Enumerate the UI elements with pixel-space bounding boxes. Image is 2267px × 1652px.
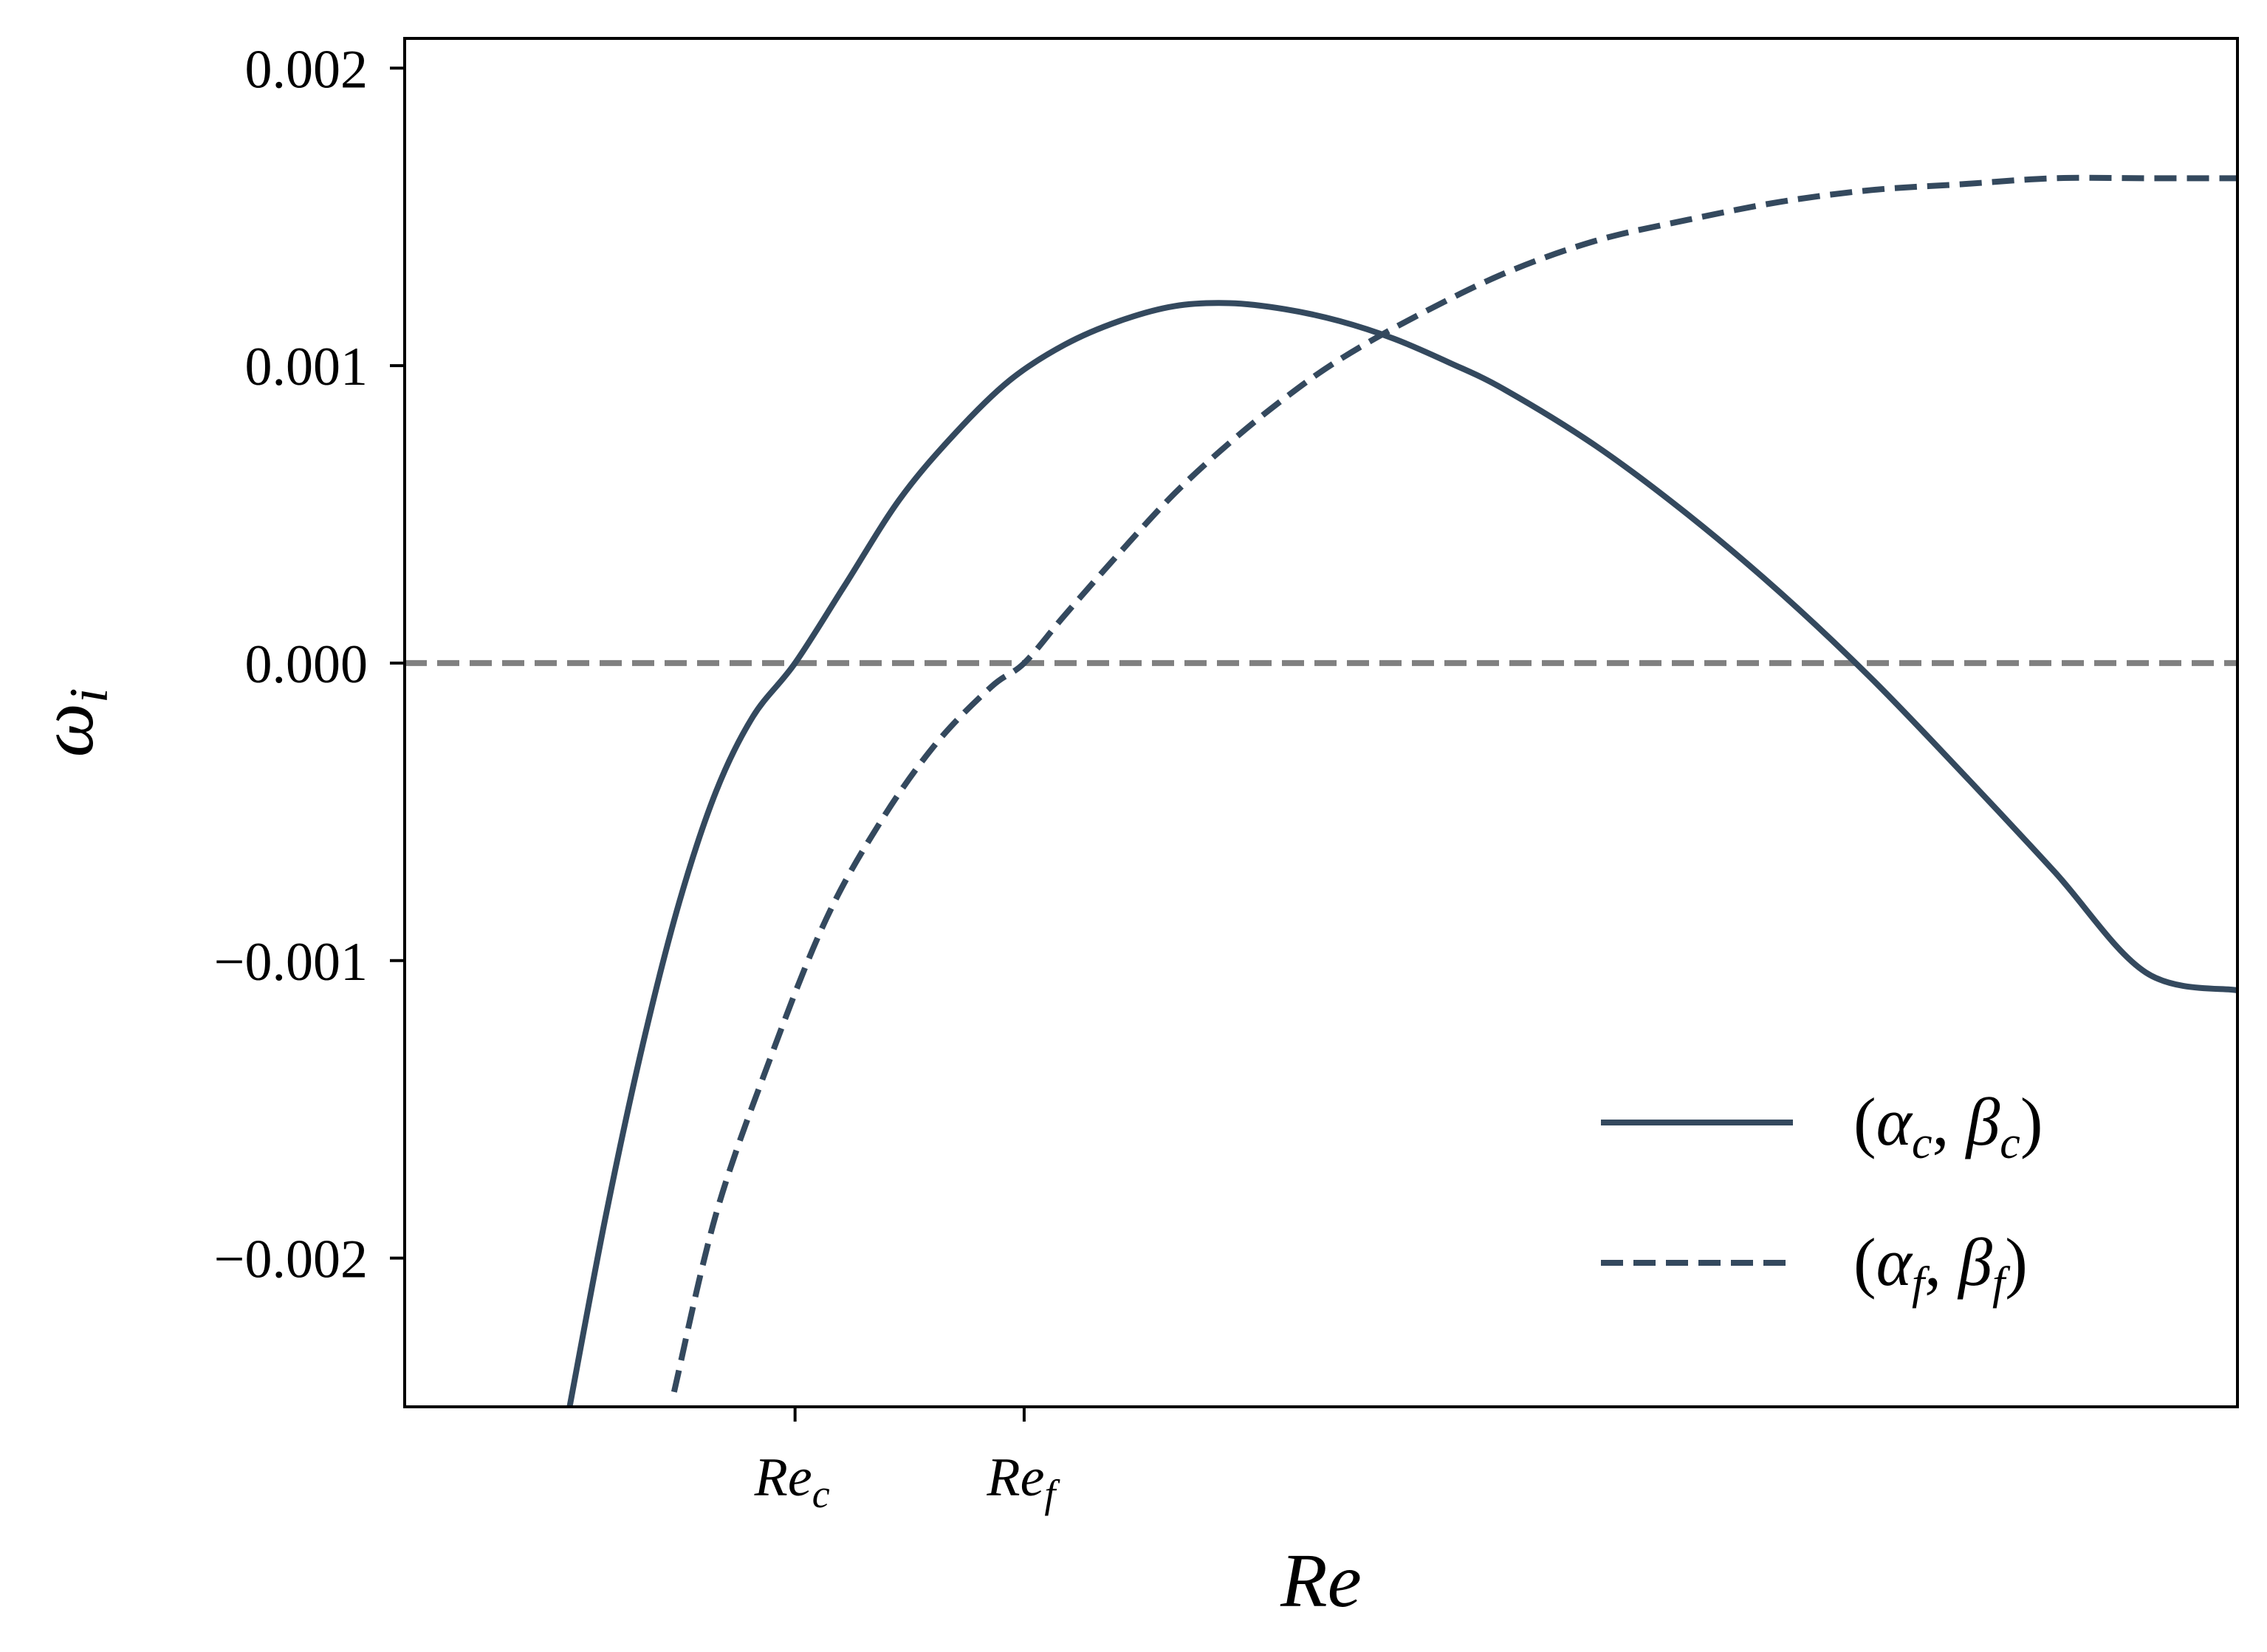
x-tick-label-main: Re [754, 1447, 812, 1508]
legend-symbol: α [1876, 1224, 1913, 1300]
legend-punct: ( [1853, 1084, 1876, 1159]
legend-punct: ( [1853, 1224, 1876, 1300]
legend-symbol: β [1957, 1224, 1992, 1300]
series-line-f [671, 174, 2237, 1393]
y-axis-label-main: ω [24, 703, 109, 757]
x-tick-label: Rec [754, 1447, 830, 1516]
y-tick-label: 0.000 [245, 634, 368, 695]
x-tick-label-sub: c [812, 1472, 830, 1516]
legend-symbol: β [1964, 1084, 2000, 1159]
x-tick-label-sub: f [1044, 1472, 1060, 1516]
legend-label-c: (αc, βc) [1853, 1084, 2043, 1168]
x-axis-label: Re [1280, 1538, 1362, 1623]
y-axis-label-sub: i [59, 688, 120, 704]
legend-symbol: α [1876, 1084, 1913, 1159]
legend-punct: ) [2020, 1084, 2043, 1159]
y-axis-ticks: −0.002 −0.001 0.000 0.001 0.002 [214, 39, 405, 1290]
x-tick-label: Ref [986, 1447, 1060, 1516]
x-axis-ticks: Rec Ref [754, 1407, 1060, 1516]
legend-symbol: c [2000, 1118, 2020, 1168]
legend-punct: ) [2005, 1224, 2028, 1300]
plot-frame [403, 37, 2239, 1408]
y-axis-label: ωi [24, 688, 120, 758]
y-tick-label: 0.002 [245, 39, 368, 100]
series-line-c [566, 300, 2237, 1407]
y-tick-label: 0.001 [245, 337, 368, 397]
legend: (αc, βc)(αf, βf) [1601, 1084, 2043, 1309]
series-layer [566, 174, 2237, 1407]
x-tick-label-main: Re [986, 1447, 1044, 1508]
legend-punct: , [1924, 1224, 1958, 1300]
y-tick-label: −0.002 [214, 1230, 368, 1290]
y-tick-label: −0.001 [214, 932, 368, 993]
legend-symbol: c [1912, 1118, 1932, 1168]
legend-punct: , [1932, 1084, 1966, 1159]
legend-label-f: (αf, βf) [1853, 1224, 2028, 1309]
